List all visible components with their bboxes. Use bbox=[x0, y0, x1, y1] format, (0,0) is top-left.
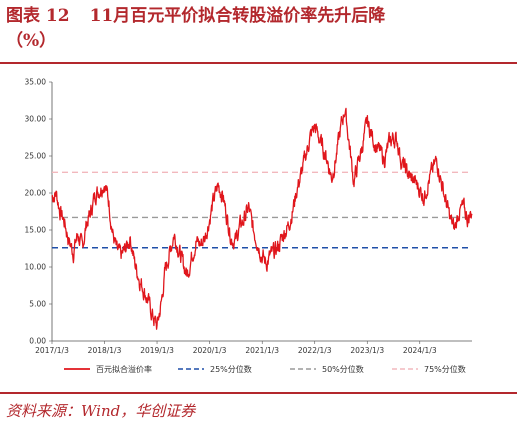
figure-label: 图表 12 bbox=[6, 6, 70, 26]
legend-label: 25%分位数 bbox=[210, 364, 252, 374]
x-tick-label: 2022/1/3 bbox=[298, 346, 332, 355]
x-tick-label: 2018/1/3 bbox=[88, 346, 122, 355]
y-tick-label: 10.00 bbox=[25, 263, 47, 272]
series-line-premium-rate bbox=[51, 107, 473, 330]
y-tick-label: 30.00 bbox=[25, 115, 47, 124]
x-tick-label: 2020/1/3 bbox=[193, 346, 227, 355]
x-tick-label: 2021/1/3 bbox=[245, 346, 279, 355]
x-tick-label: 2023/1/3 bbox=[350, 346, 384, 355]
figure-title: 11月百元平价拟合转股溢价率先升后降 bbox=[89, 6, 386, 26]
line-chart: 0.00 5.00 10.00 15.00 20.00 25.00 30.00 35.00 20… bbox=[25, 78, 473, 374]
y-tick-label: 35.00 bbox=[25, 78, 47, 87]
unit-label: （%） bbox=[6, 31, 57, 51]
y-tick-label: 20.00 bbox=[25, 189, 47, 198]
top-divider bbox=[0, 62, 517, 64]
legend-label: 50%分位数 bbox=[322, 364, 364, 374]
x-tick-label: 2024/1/3 bbox=[403, 346, 437, 355]
bottom-divider bbox=[0, 392, 517, 394]
legend-label: 百元拟合溢价率 bbox=[96, 364, 152, 374]
chart-title: 图表 12 11月百元平价拟合转股溢价率先升后降 （%） bbox=[6, 4, 511, 54]
y-tick-label: 25.00 bbox=[25, 152, 47, 161]
x-tick-label: 2019/1/3 bbox=[140, 346, 174, 355]
y-tick-label: 15.00 bbox=[25, 226, 47, 235]
legend-label: 75%分位数 bbox=[424, 364, 466, 374]
x-tick-label: 2017/1/3 bbox=[35, 346, 69, 355]
source-note: 资料来源：Wind，华创证券 bbox=[6, 402, 196, 420]
y-tick-label: 5.00 bbox=[29, 300, 46, 309]
y-tick-label: 0.00 bbox=[29, 337, 46, 346]
